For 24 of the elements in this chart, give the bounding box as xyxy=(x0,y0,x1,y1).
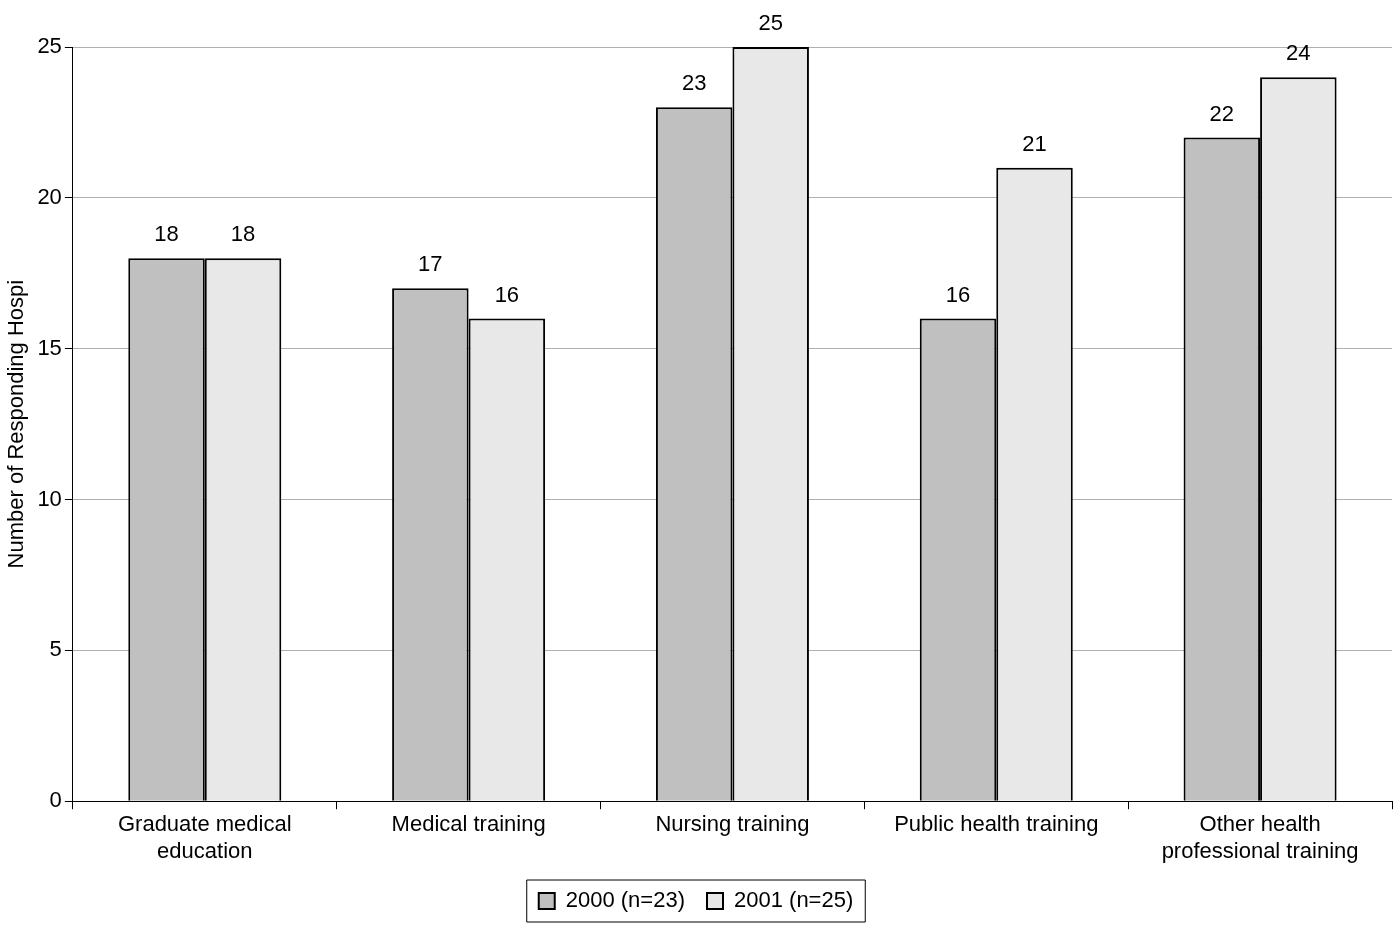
data-label: 24 xyxy=(1286,40,1311,66)
y-tick-label: 0 xyxy=(49,787,62,813)
data-label: 16 xyxy=(945,281,971,307)
x-tick-label: Medical training xyxy=(391,811,546,837)
legend-label: 2000 (n=23) xyxy=(565,887,686,913)
y-tick-label: 10 xyxy=(37,485,62,511)
y-tick-label: 15 xyxy=(37,334,62,360)
y-tick-label: 25 xyxy=(37,33,62,59)
data-label: 23 xyxy=(681,70,707,96)
y-tick-label: 20 xyxy=(37,183,62,209)
data-label: 25 xyxy=(758,10,783,36)
data-label: 22 xyxy=(1209,100,1235,126)
x-tick-label: Public health training xyxy=(894,811,1099,837)
y-axis-title: Number of Responding Hospi xyxy=(3,279,29,569)
x-tick-label: Other health professional training xyxy=(1161,811,1359,863)
x-tick-label: Nursing training xyxy=(655,811,810,837)
legend-label: 2001 (n=25) xyxy=(734,887,854,913)
y-tick-label: 5 xyxy=(49,636,62,662)
data-label: 17 xyxy=(418,251,443,277)
x-tick-label: Graduate medical education xyxy=(117,811,292,863)
data-label: 18 xyxy=(230,221,256,247)
data-label: 16 xyxy=(494,281,520,307)
data-label: 18 xyxy=(154,221,179,247)
data-label: 21 xyxy=(1022,130,1047,156)
